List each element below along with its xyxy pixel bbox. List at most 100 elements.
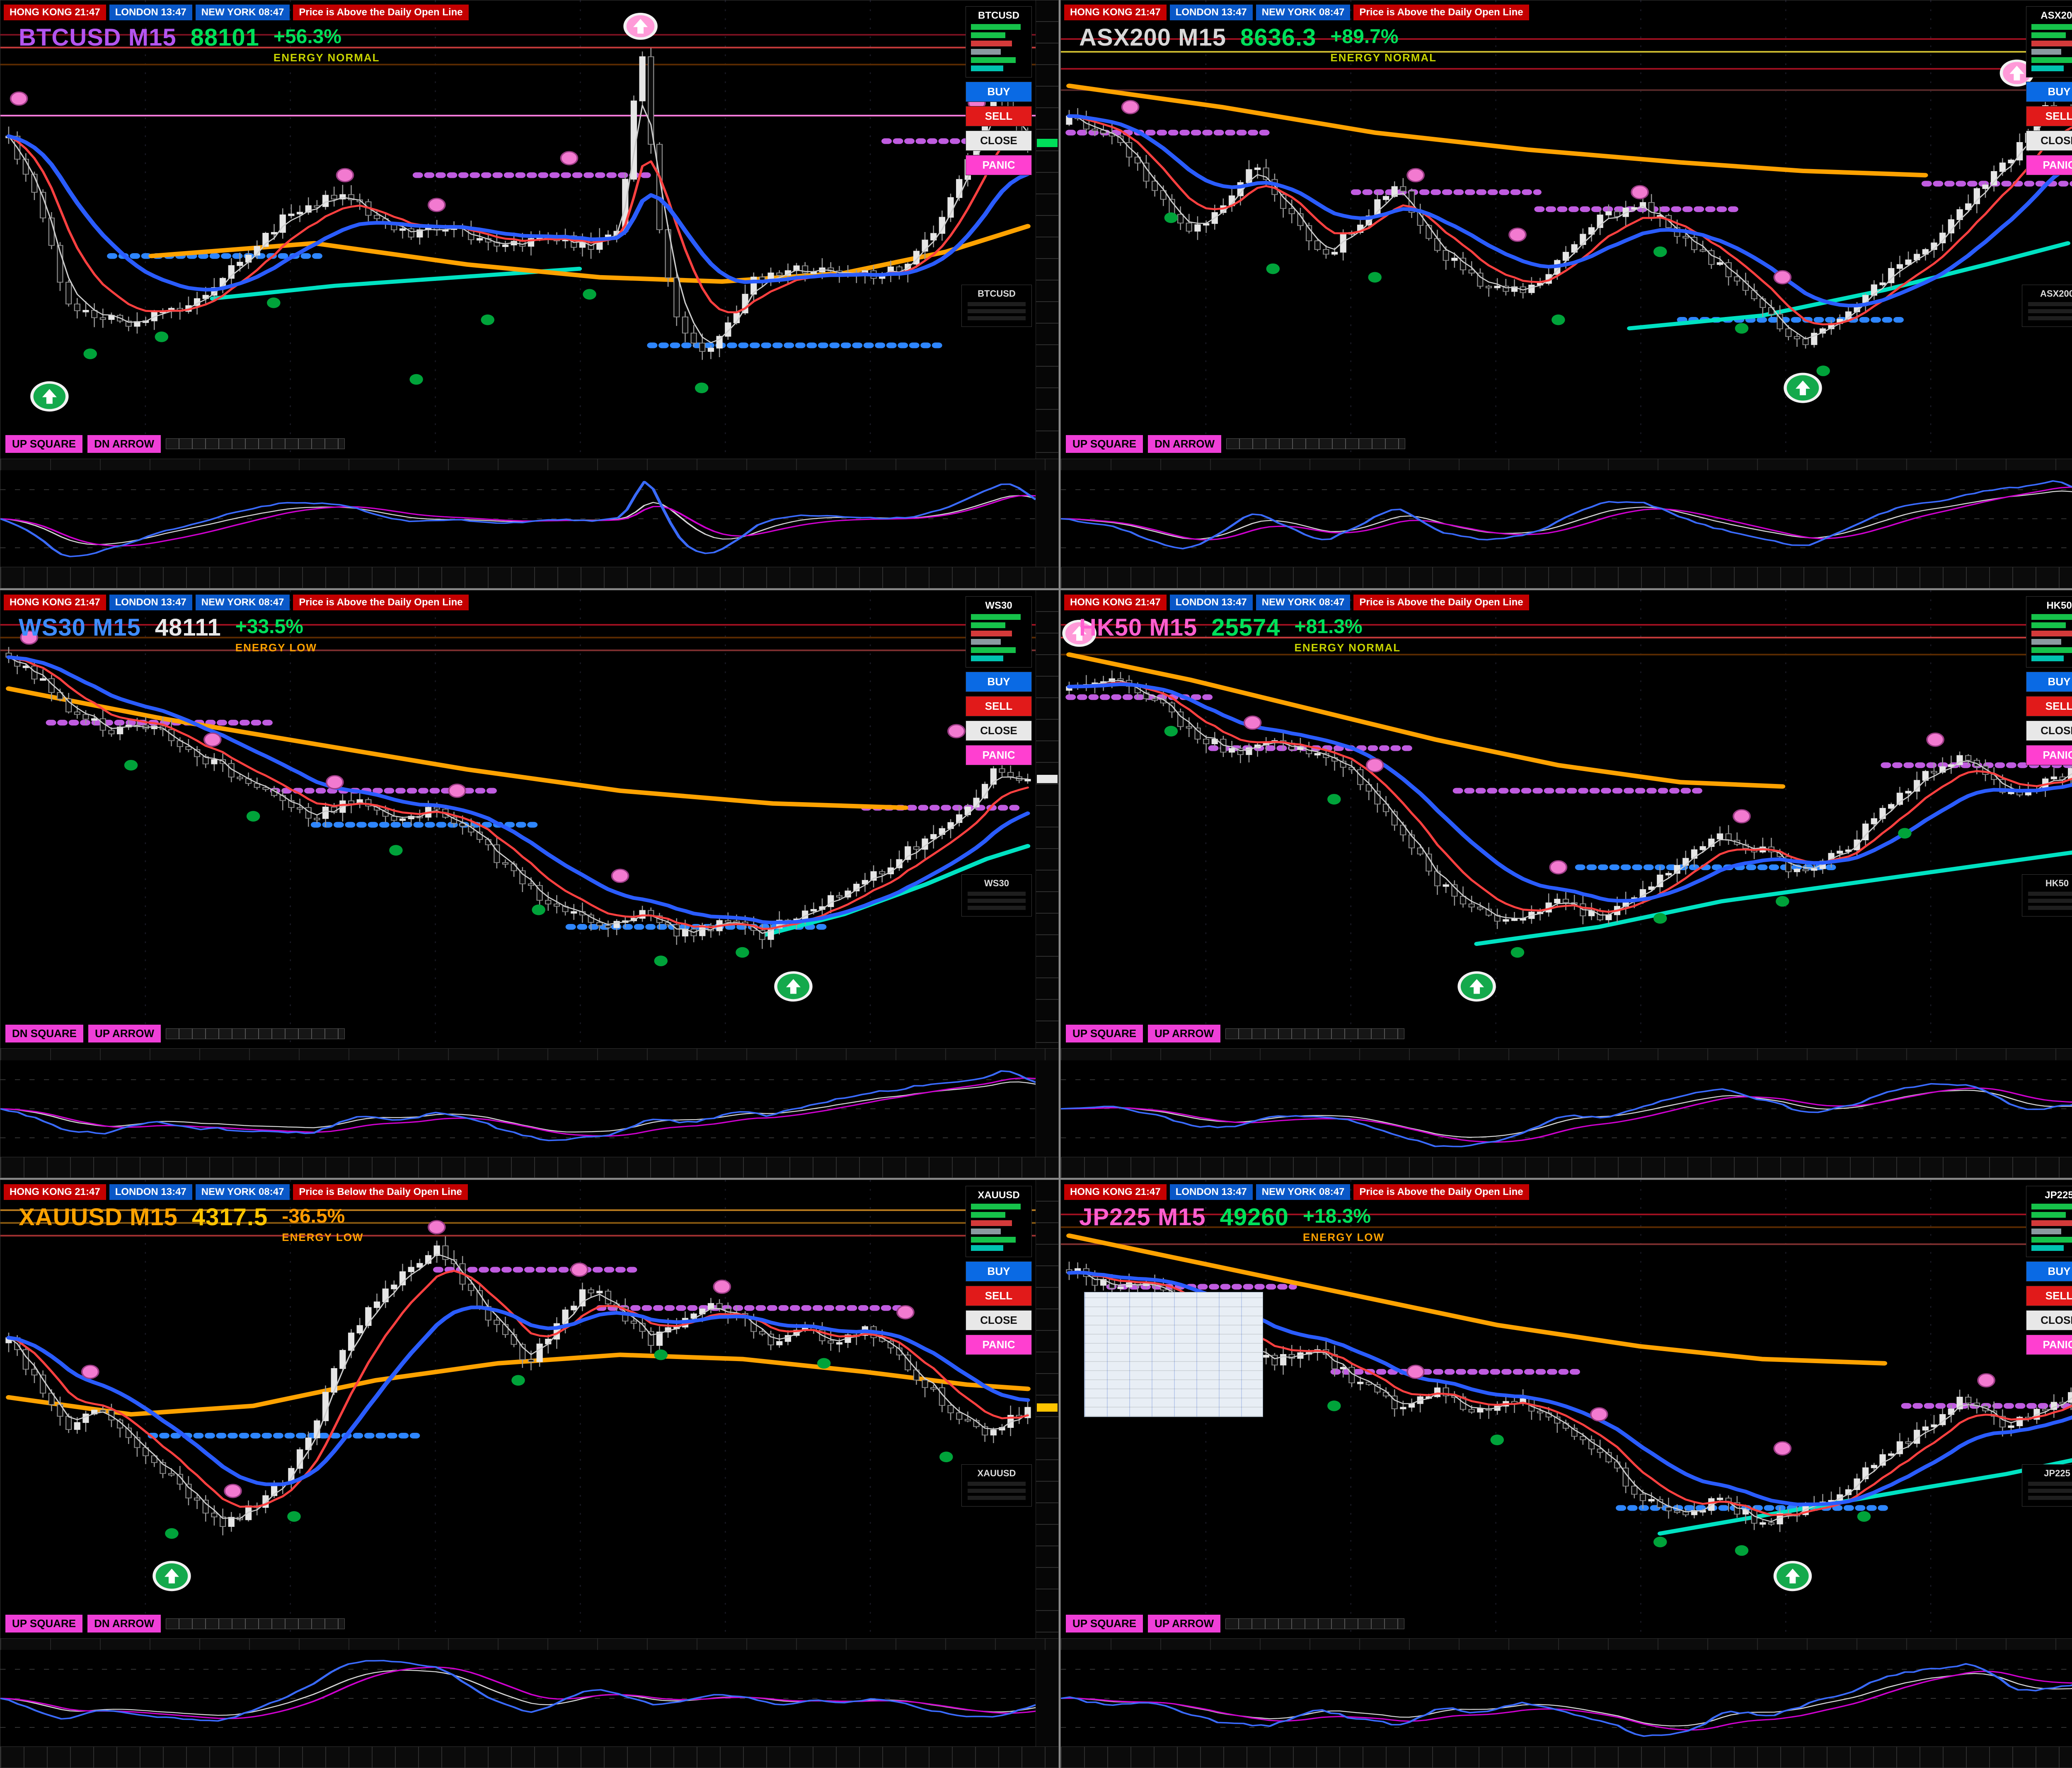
symbol-title: JP225 M15 — [1079, 1204, 1206, 1231]
current-price-marker — [1037, 775, 1058, 784]
london-clock-tag: LONDON 13:47 — [109, 5, 192, 20]
scanner-table-overlay — [1084, 1292, 1263, 1417]
symbol-title: WS30 M15 — [19, 614, 141, 641]
price-value: 49260 — [1220, 1204, 1289, 1231]
indicator-bar — [2031, 1229, 2061, 1235]
candlestick-plot — [1061, 0, 2072, 459]
indicator-bar — [2031, 24, 2072, 30]
oscillator-plot — [1061, 480, 2072, 549]
oscillator-plot — [0, 1070, 1036, 1141]
hongkong-clock-tag: HONG KONG 21:47 — [4, 1184, 106, 1200]
date-axis — [0, 567, 1058, 588]
indicator-bar — [971, 1204, 1021, 1210]
buy-button[interactable]: BUY — [966, 1261, 1032, 1282]
price-value: 88101 — [190, 24, 259, 51]
price-value: 4317.5 — [191, 1204, 268, 1231]
indicator-box-symbol: ASX200 — [2041, 10, 2072, 21]
london-clock-tag: LONDON 13:47 — [109, 1184, 192, 1200]
arrow-signal-tag: DN ARROW — [1148, 435, 1222, 453]
buy-button[interactable]: BUY — [966, 671, 1032, 692]
close-button[interactable]: CLOSE — [966, 131, 1032, 151]
current-price-marker — [1037, 1403, 1058, 1412]
price-chart-area[interactable]: HONG KONG 21:47 LONDON 13:47 NEW YORK 08… — [0, 1180, 1058, 1639]
energy-label: ENERGY LOW — [1302, 1231, 1385, 1244]
price-chart-area[interactable]: HONG KONG 21:47 LONDON 13:47 NEW YORK 08… — [1061, 0, 2072, 459]
sell-button[interactable]: SELL — [966, 696, 1032, 716]
indicator-bar — [2031, 41, 2072, 46]
time-axis — [1061, 458, 2072, 472]
sell-button[interactable]: SELL — [2026, 106, 2072, 126]
price-chart-area[interactable]: HONG KONG 21:47 LONDON 13:47 NEW YORK 08… — [1061, 1180, 2072, 1639]
chart-panel: HONG KONG 21:47 LONDON 13:47 NEW YORK 08… — [1060, 590, 2072, 1178]
signal-tag-row: DN SQUARE UP ARROW — [5, 1025, 345, 1043]
energy-label: ENERGY NORMAL — [1330, 51, 1437, 64]
candlestick-plot — [0, 0, 1036, 459]
chart-panel: HONG KONG 21:47 LONDON 13:47 NEW YORK 08… — [1060, 0, 2072, 588]
oscillator-plot — [0, 481, 1036, 558]
chart-title: ASX200 M15 8636.3 +89.7% ENERGY NORMAL — [1079, 24, 1437, 64]
clock-tags: HONG KONG 21:47 LONDON 13:47 NEW YORK 08… — [4, 594, 469, 610]
panic-button[interactable]: PANIC — [2026, 745, 2072, 765]
change-block: +81.3% ENERGY NORMAL — [1295, 615, 1401, 654]
date-axis — [1061, 567, 2072, 588]
hongkong-clock-tag: HONG KONG 21:47 — [1064, 594, 1167, 610]
time-axis — [0, 458, 1058, 472]
buy-button[interactable]: BUY — [2026, 82, 2072, 102]
oscillator-plot — [1061, 1663, 2072, 1737]
close-button[interactable]: CLOSE — [2026, 720, 2072, 741]
price-chart-area[interactable]: HONG KONG 21:47 LONDON 13:47 NEW YORK 08… — [0, 0, 1058, 459]
indicator-bar — [2031, 49, 2061, 55]
chart-panel: HONG KONG 21:47 LONDON 13:47 NEW YORK 08… — [1060, 1180, 2072, 1768]
sell-button[interactable]: SELL — [2026, 1286, 2072, 1306]
oscillator-axis — [1036, 1060, 1058, 1157]
change-percent: +18.3% — [1302, 1205, 1371, 1228]
buy-button[interactable]: BUY — [2026, 671, 2072, 692]
buy-button[interactable]: BUY — [966, 82, 1032, 102]
panic-button[interactable]: PANIC — [2026, 155, 2072, 175]
price-chart-area[interactable]: HONG KONG 21:47 LONDON 13:47 NEW YORK 08… — [1061, 590, 2072, 1049]
price-axis — [1036, 1180, 1058, 1639]
indicator-bar — [971, 630, 1012, 636]
price-axis — [1036, 590, 1058, 1049]
chart-title: BTCUSD M15 88101 +56.3% ENERGY NORMAL — [19, 24, 380, 64]
indicator-bar — [971, 1245, 1003, 1251]
close-button[interactable]: CLOSE — [966, 1310, 1032, 1331]
hour-separator-strip — [166, 1028, 345, 1039]
indicator-bar — [2031, 65, 2064, 71]
sell-button[interactable]: SELL — [2026, 696, 2072, 716]
change-block: -36.5% ENERGY LOW — [282, 1205, 363, 1244]
sell-button[interactable]: SELL — [966, 1286, 1032, 1306]
oscillator-plot — [0, 1660, 1036, 1728]
close-button[interactable]: CLOSE — [966, 720, 1032, 741]
oscillator-axis — [1036, 1650, 1058, 1747]
london-clock-tag: LONDON 13:47 — [109, 594, 192, 610]
positions-row — [968, 309, 1026, 313]
positions-row — [968, 1481, 1026, 1486]
panic-button[interactable]: PANIC — [966, 745, 1032, 765]
arrow-signal-tag: UP ARROW — [1148, 1025, 1221, 1043]
panic-button[interactable]: PANIC — [966, 1335, 1032, 1355]
positions-row — [968, 1495, 1026, 1500]
close-button[interactable]: CLOSE — [2026, 1310, 2072, 1331]
daily-open-banner: Price is Above the Daily Open Line — [293, 5, 469, 20]
square-signal-tag: UP SQUARE — [1066, 1025, 1143, 1043]
price-chart-area[interactable]: HONG KONG 21:47 LONDON 13:47 NEW YORK 08… — [0, 590, 1058, 1049]
positions-box: WS30 — [961, 874, 1032, 917]
sell-button[interactable]: SELL — [966, 106, 1032, 126]
daily-open-banner: Price is Above the Daily Open Line — [1353, 594, 1529, 610]
indicator-readout-box: BTCUSD — [966, 6, 1032, 77]
indicator-bar — [2031, 647, 2072, 653]
change-percent: -36.5% — [282, 1205, 345, 1228]
time-axis — [1061, 1048, 2072, 1061]
trade-panel: XAUUSD BUY SELL CLOSE PANIC — [966, 1186, 1032, 1355]
close-button[interactable]: CLOSE — [2026, 131, 2072, 151]
panic-button[interactable]: PANIC — [966, 155, 1032, 175]
positions-row — [968, 1488, 1026, 1493]
oscillator-pane — [1061, 1060, 2072, 1157]
panic-button[interactable]: PANIC — [2026, 1335, 2072, 1355]
buy-button[interactable]: BUY — [2026, 1261, 2072, 1282]
signal-tag-row: UP SQUARE UP ARROW — [1066, 1615, 1405, 1633]
positions-box: BTCUSD — [961, 284, 1032, 327]
hongkong-clock-tag: HONG KONG 21:47 — [4, 5, 106, 20]
indicator-bar — [2031, 32, 2066, 38]
